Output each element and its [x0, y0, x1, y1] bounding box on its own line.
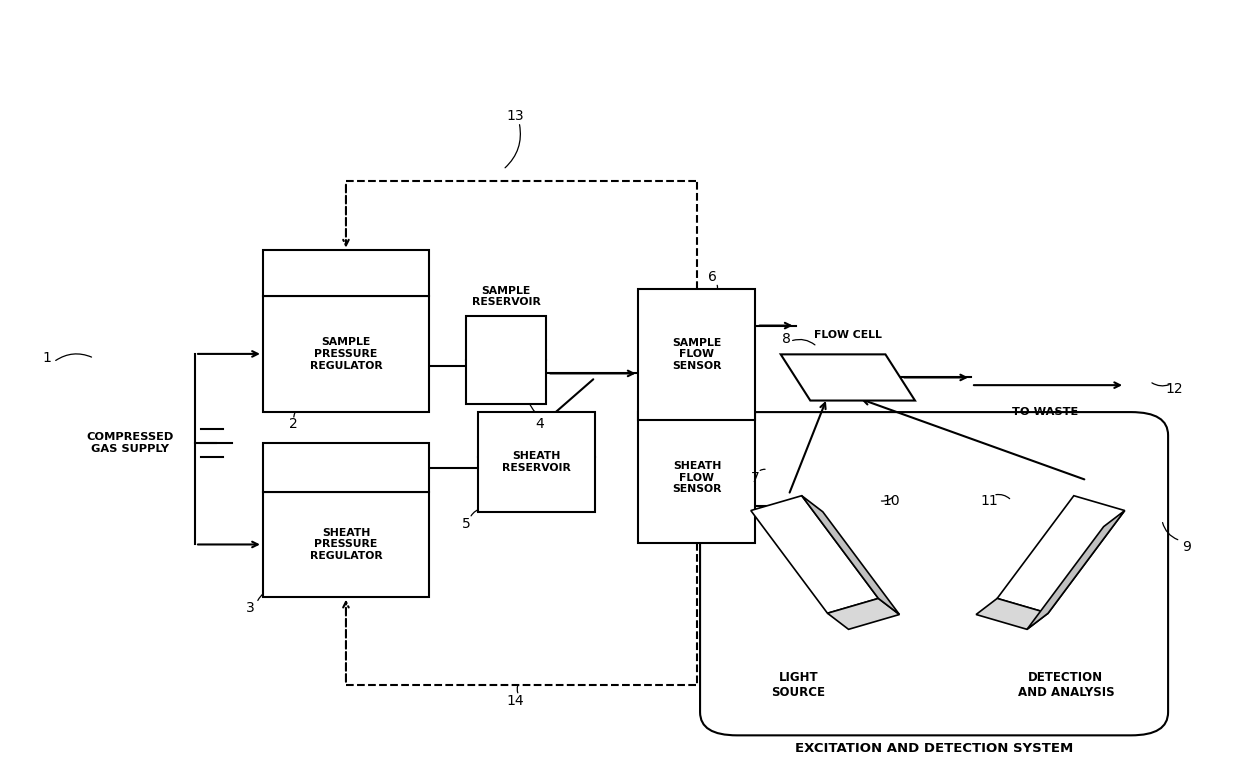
- FancyBboxPatch shape: [263, 251, 429, 296]
- FancyBboxPatch shape: [639, 289, 755, 420]
- Text: SHEATH
FLOW
SENSOR: SHEATH FLOW SENSOR: [672, 461, 722, 494]
- Text: 8: 8: [782, 332, 791, 346]
- FancyBboxPatch shape: [263, 443, 429, 492]
- Text: SHEATH
RESERVOIR: SHEATH RESERVOIR: [502, 451, 572, 473]
- Text: 14: 14: [506, 694, 525, 708]
- Text: SAMPLE
PRESSURE
REGULATOR: SAMPLE PRESSURE REGULATOR: [310, 338, 382, 370]
- Text: SAMPLE
FLOW
SENSOR: SAMPLE FLOW SENSOR: [672, 338, 722, 371]
- Text: 2: 2: [289, 417, 298, 431]
- Text: 1: 1: [43, 351, 52, 365]
- Text: 10: 10: [882, 493, 900, 507]
- Text: EXCITATION AND DETECTION SYSTEM: EXCITATION AND DETECTION SYSTEM: [795, 741, 1073, 755]
- Text: 5: 5: [461, 517, 470, 531]
- Text: 7: 7: [751, 471, 760, 485]
- FancyBboxPatch shape: [479, 412, 595, 512]
- Polygon shape: [802, 496, 899, 615]
- Text: 12: 12: [1166, 382, 1183, 396]
- Text: 4: 4: [536, 417, 544, 431]
- Text: COMPRESSED
GAS SUPPLY: COMPRESSED GAS SUPPLY: [86, 432, 174, 454]
- Text: 13: 13: [506, 109, 525, 123]
- Text: 6: 6: [708, 271, 717, 285]
- Text: 3: 3: [246, 601, 255, 615]
- Polygon shape: [751, 496, 878, 613]
- FancyBboxPatch shape: [263, 296, 429, 412]
- Text: LIGHT
SOURCE: LIGHT SOURCE: [771, 671, 826, 699]
- Text: 9: 9: [1182, 540, 1190, 554]
- Polygon shape: [976, 598, 1048, 629]
- FancyBboxPatch shape: [263, 492, 429, 597]
- Polygon shape: [827, 598, 899, 629]
- Text: SAMPLE
RESERVOIR: SAMPLE RESERVOIR: [471, 286, 541, 307]
- FancyBboxPatch shape: [639, 412, 755, 543]
- Polygon shape: [997, 496, 1125, 613]
- Text: TO WASTE: TO WASTE: [1012, 407, 1078, 417]
- Text: 11: 11: [981, 493, 998, 507]
- FancyBboxPatch shape: [466, 316, 546, 405]
- Polygon shape: [1027, 510, 1125, 629]
- Text: SHEATH
PRESSURE
REGULATOR: SHEATH PRESSURE REGULATOR: [310, 527, 382, 561]
- Text: DETECTION
AND ANALYSIS: DETECTION AND ANALYSIS: [1018, 671, 1115, 699]
- Polygon shape: [781, 354, 915, 401]
- FancyBboxPatch shape: [701, 412, 1168, 735]
- Text: FLOW CELL: FLOW CELL: [813, 330, 882, 340]
